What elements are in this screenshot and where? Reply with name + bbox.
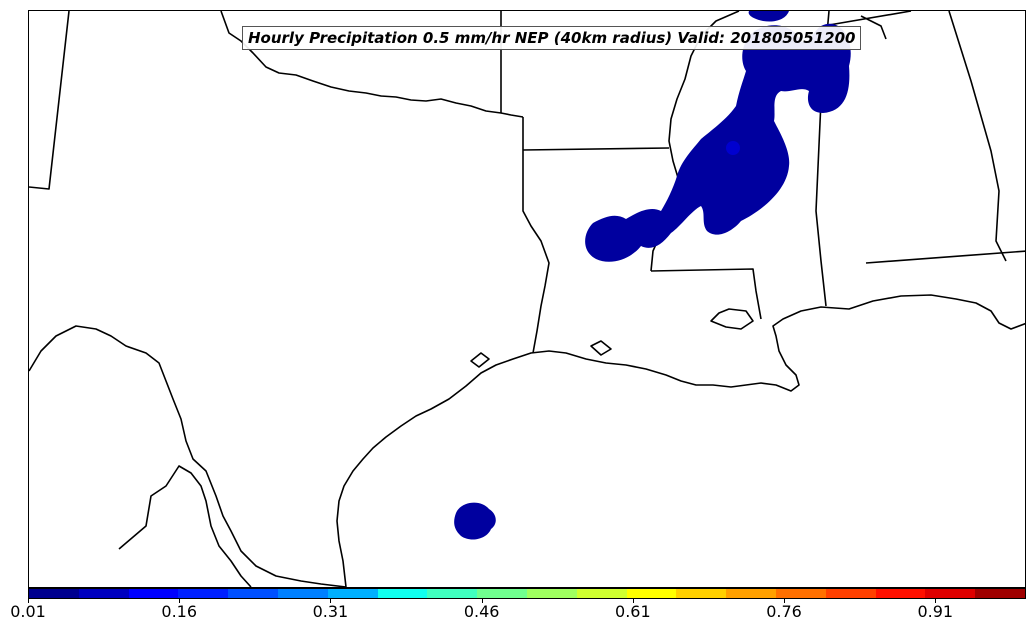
colorbar-segment <box>775 589 826 598</box>
colorbar-tick-label: 0.46 <box>463 602 500 621</box>
map-frame: Hourly Precipitation 0.5 mm/hr NEP (40km… <box>28 10 1026 588</box>
colorbar-segment <box>925 589 976 598</box>
coastal-islands <box>710 308 754 330</box>
colorbar-tick-label: 0.01 <box>10 602 46 621</box>
mexico-state-border <box>118 465 252 587</box>
colorbar-segment <box>825 589 876 598</box>
colorbar-segment <box>377 589 428 598</box>
colorbar-tick-mark <box>28 599 29 603</box>
colorbar-segment <box>875 589 926 598</box>
red-river-border <box>220 11 524 118</box>
louisiana-mississippi-border <box>650 268 762 320</box>
colorbar-tick-mark <box>179 599 181 603</box>
map-title: Hourly Precipitation 0.5 mm/hr NEP (40km… <box>242 26 862 50</box>
colorbar-tick-label: 0.91 <box>917 602 954 621</box>
colorbar-segment <box>477 589 527 598</box>
precip-core <box>726 141 740 155</box>
colorbar-segment <box>277 589 328 598</box>
colorbar-segment <box>975 589 1025 598</box>
colorbar-tick-mark <box>935 599 937 603</box>
arkansas-louisiana-border <box>522 147 670 151</box>
colorbar-tick-mark <box>481 599 483 603</box>
colorbar-segment <box>128 589 179 598</box>
colorbar-segment <box>626 589 677 598</box>
colorbar-segment <box>327 589 378 598</box>
colorbar-tick-label: 0.76 <box>766 602 802 621</box>
colorbar-tick-label: 0.31 <box>312 602 349 621</box>
colorbar-segment <box>427 589 478 598</box>
colorbar-segment <box>78 589 129 598</box>
tennessee-river <box>860 15 887 40</box>
colorbar-segment <box>178 589 229 598</box>
colorbar-ticks: 0.01 0.16 0.31 0.46 0.61 0.76 0.91 <box>10 599 1026 629</box>
lake-pontchartrain <box>590 340 612 356</box>
colorbar-tick-label: 0.61 <box>615 602 651 621</box>
precip-top-blob <box>748 11 789 22</box>
colorbar-tick-mark <box>632 599 634 603</box>
texas-east-border <box>522 117 550 354</box>
precip-main-blob <box>585 23 851 262</box>
precip-gulf-blob <box>454 502 496 540</box>
colorbar-segment <box>726 589 776 598</box>
alabama-georgia-border <box>948 11 1007 262</box>
colorbar-segment <box>676 589 727 598</box>
precipitation-areas <box>454 11 851 540</box>
colorbar-tick-mark <box>330 599 332 603</box>
barrier-island <box>470 352 490 368</box>
tennessee-border <box>828 11 912 26</box>
colorbar-segment <box>526 589 577 598</box>
colorbar-segment <box>228 589 278 598</box>
colorbar-tick-mark <box>784 599 786 603</box>
rio-grande <box>29 325 347 587</box>
gulf-coastline <box>336 294 1025 587</box>
colorbar-segment <box>576 589 627 598</box>
coastline-lines <box>29 11 1025 587</box>
west-border <box>29 11 70 190</box>
florida-border <box>865 250 1025 264</box>
colorbar-segment <box>29 589 79 598</box>
colorbar <box>28 588 1026 599</box>
map-canvas <box>29 11 1025 587</box>
colorbar-tick-label: 0.16 <box>161 602 198 621</box>
